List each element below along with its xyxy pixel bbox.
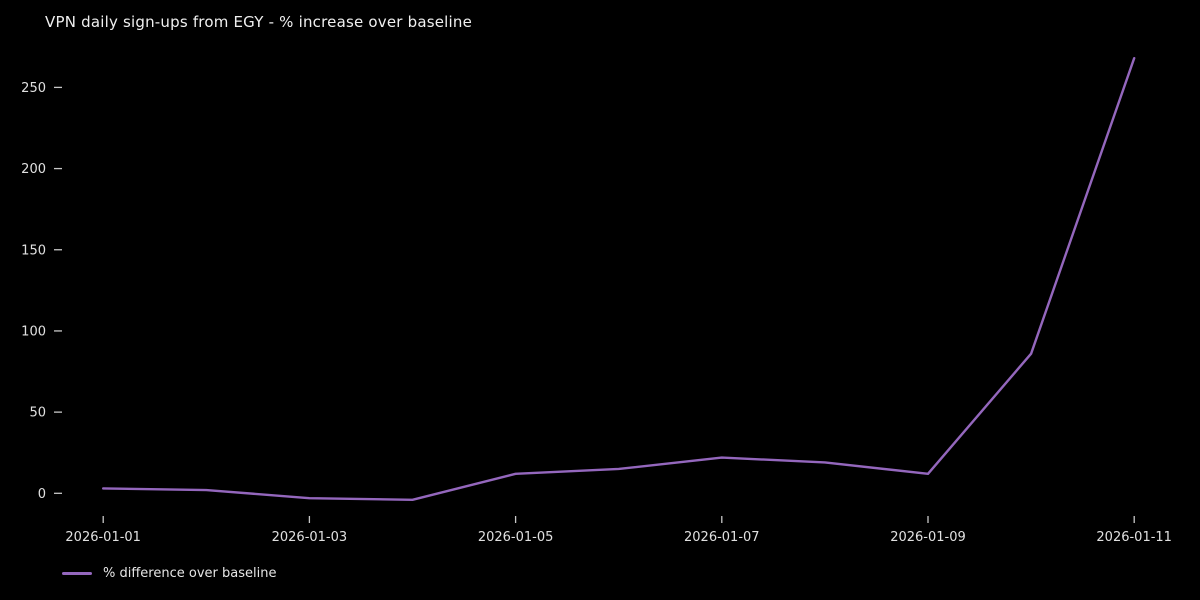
- legend-line-swatch: [62, 572, 92, 575]
- x-tick-label: 2026-01-01: [65, 530, 141, 545]
- x-tick-label: 2026-01-09: [890, 530, 966, 545]
- y-tick-label: 150: [21, 243, 46, 258]
- chart-title: VPN daily sign-ups from EGY - % increase…: [45, 13, 473, 31]
- series-line: [101, 56, 1136, 501]
- y-tick-label: 0: [38, 487, 46, 502]
- y-tick-label: 200: [21, 162, 46, 177]
- y-tick-label: 250: [21, 81, 46, 96]
- x-tick-label: 2026-01-07: [684, 530, 760, 545]
- legend-label: % difference over baseline: [103, 566, 277, 581]
- x-tick-label: 2026-01-11: [1096, 530, 1172, 545]
- y-tick-label: 50: [29, 406, 46, 421]
- legend: % difference over baseline: [62, 566, 276, 581]
- x-tick-label: 2026-01-05: [478, 530, 554, 545]
- x-tick-label: 2026-01-03: [272, 530, 348, 545]
- y-tick-label: 100: [21, 324, 46, 339]
